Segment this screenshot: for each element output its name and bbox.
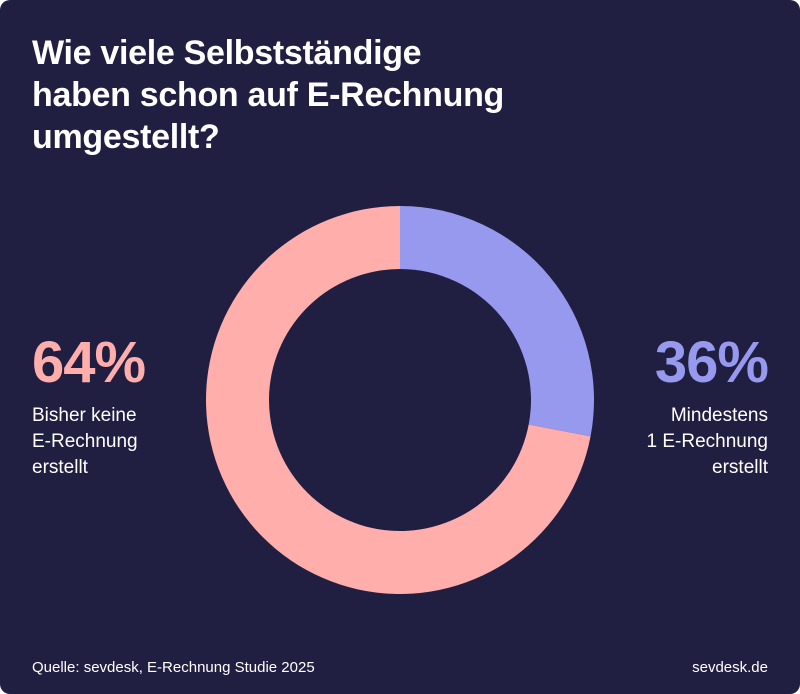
description-line: Mindestens xyxy=(670,405,768,426)
source-note: Quelle: sevdesk, E-Rechnung Studie 2025 xyxy=(32,659,315,676)
description-line: erstellt xyxy=(32,457,88,478)
description-no-e-invoice: Bisher keine E-Rechnung erstellt xyxy=(32,403,145,481)
percentage-e-invoice-created: 36% xyxy=(654,330,769,395)
description-line: Bisher keine xyxy=(32,405,137,426)
title-line-2: haben schon auf E-Rechnung xyxy=(32,76,505,114)
chart-title: Wie viele Selbstständige haben schon auf… xyxy=(32,32,592,158)
donut-slice-e-invoice-created xyxy=(400,206,594,437)
percentage-no-e-invoice: 64% xyxy=(32,330,146,395)
title-line-1: Wie viele Selbstständige xyxy=(32,34,422,72)
donut-slice-no-e-invoice xyxy=(205,206,591,594)
description-line: 1 E-Rechnung xyxy=(646,431,768,452)
stat-no-e-invoice: 64% Bisher keine E-Rechnung erstellt xyxy=(32,330,146,481)
title-line-3: umgestellt? xyxy=(32,118,220,156)
description-line: E-Rechnung xyxy=(32,431,138,452)
stat-e-invoice-created: 36% Mindestens 1 E-Rechnung erstellt xyxy=(647,330,769,481)
description-line: erstellt xyxy=(712,457,768,478)
brand-link[interactable]: sevdesk.de xyxy=(692,659,768,676)
description-e-invoice-created: Mindestens 1 E-Rechnung erstellt xyxy=(647,403,768,481)
